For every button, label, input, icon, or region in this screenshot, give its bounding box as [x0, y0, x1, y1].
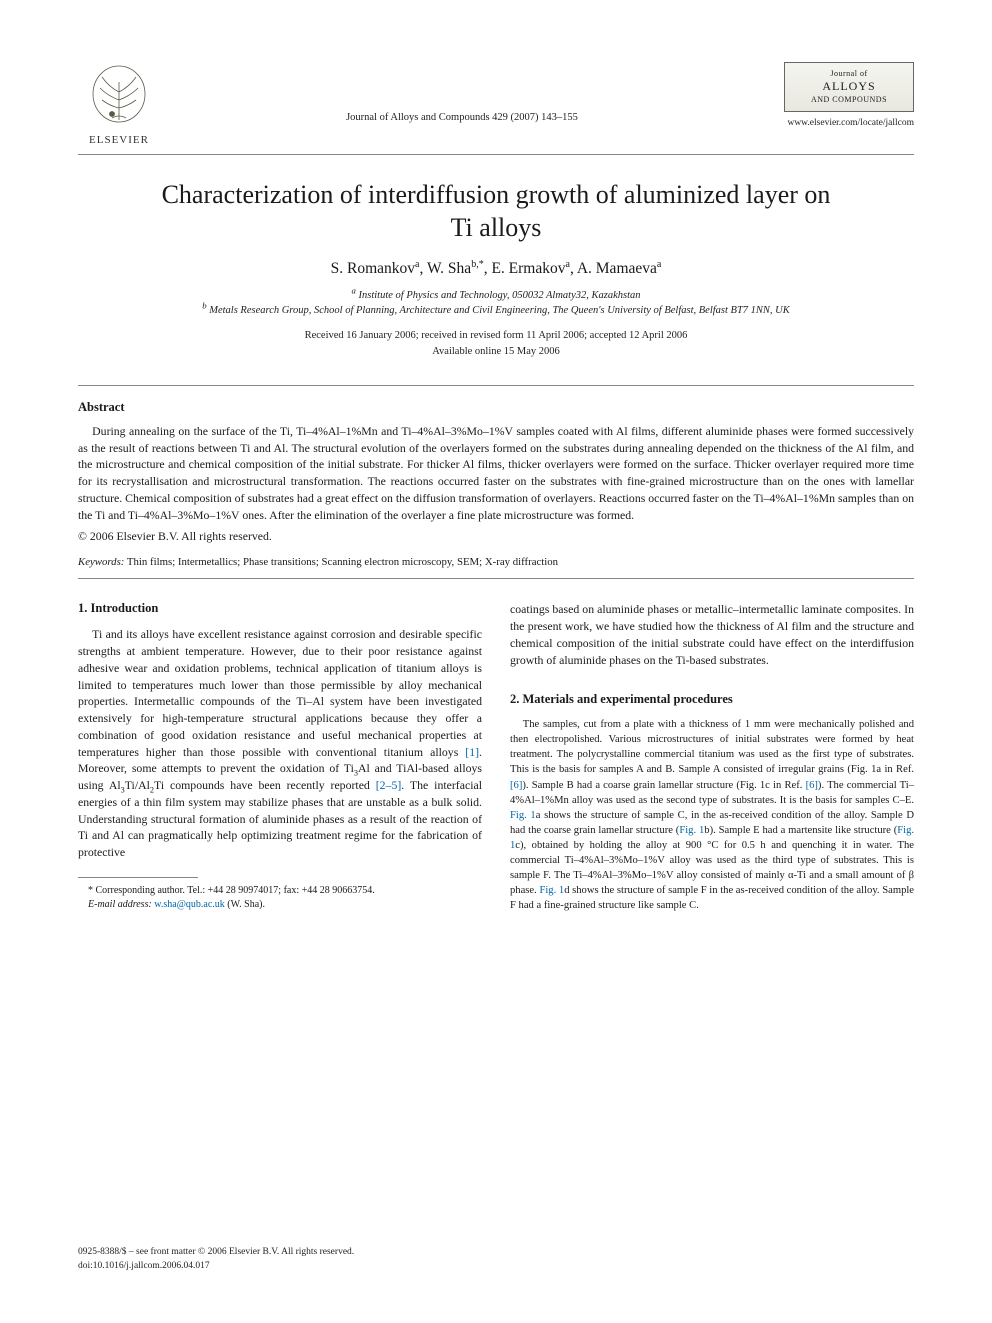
left-column: 1. Introduction Ti and its alloys have e…: [78, 601, 482, 912]
abstract-body: During annealing on the surface of the T…: [78, 423, 914, 524]
available-date: Available online 15 May 2006: [78, 344, 914, 359]
journal-logo-box: Journal of ALLOYS AND COMPOUNDS: [784, 62, 914, 112]
journal-logo-name: ALLOYS: [795, 79, 903, 95]
footer-line-2: doi:10.1016/j.jallcom.2006.04.017: [78, 1260, 354, 1273]
keywords-label: Keywords:: [78, 556, 124, 568]
journal-reference: Journal of Alloys and Compounds 429 (200…: [160, 62, 764, 123]
page-header: ELSEVIER Journal of Alloys and Compounds…: [78, 62, 914, 146]
right-column: coatings based on aluminide phases or me…: [510, 601, 914, 912]
page-footer: 0925-8388/$ – see front matter © 2006 El…: [78, 1246, 354, 1273]
intro-para-2: coatings based on aluminide phases or me…: [510, 601, 914, 668]
affiliations: a Institute of Physics and Technology, 0…: [78, 288, 914, 318]
experimental-heading: 2. Materials and experimental procedures: [510, 692, 914, 707]
header-rule-top: [78, 154, 914, 155]
footnote-corr: * Corresponding author. Tel.: +44 28 909…: [78, 884, 482, 898]
corresponding-author-note: * Corresponding author. Tel.: +44 28 909…: [78, 884, 482, 912]
body-columns: 1. Introduction Ti and its alloys have e…: [78, 601, 914, 912]
authors-list: S. Romankova, W. Shab,*, E. Ermakova, A.…: [78, 260, 914, 278]
abstract-top-rule: [78, 385, 914, 386]
journal-logo-block: Journal of ALLOYS AND COMPOUNDS www.else…: [764, 62, 914, 128]
abstract-bottom-rule: [78, 578, 914, 579]
footnote-email-line: E-mail address: w.sha@qub.ac.uk (W. Sha)…: [78, 898, 482, 912]
journal-url: www.elsevier.com/locate/jallcom: [787, 118, 914, 128]
experimental-para: The samples, cut from a plate with a thi…: [510, 717, 914, 912]
abstract-copyright: © 2006 Elsevier B.V. All rights reserved…: [78, 529, 914, 544]
header-rule-wrapper: [78, 154, 914, 155]
footnote-rule: [78, 877, 198, 878]
footer-line-1: 0925-8388/$ – see front matter © 2006 El…: [78, 1246, 354, 1259]
journal-logo-sub: AND COMPOUNDS: [795, 95, 903, 105]
footnote-email[interactable]: w.sha@qub.ac.uk: [154, 899, 225, 910]
footnote-email-suffix: (W. Sha).: [227, 899, 265, 910]
keywords-text: Thin films; Intermetallics; Phase transi…: [127, 556, 558, 568]
keywords-line: Keywords: Thin films; Intermetallics; Ph…: [78, 556, 914, 568]
footnote-email-label: E-mail address:: [88, 899, 152, 910]
article-title: Characterization of interdiffusion growt…: [158, 179, 834, 244]
intro-heading: 1. Introduction: [78, 601, 482, 616]
publisher-name: ELSEVIER: [89, 134, 149, 146]
journal-logo-pre: Journal of: [795, 69, 903, 79]
intro-para-1: Ti and its alloys have excellent resista…: [78, 626, 482, 861]
article-dates: Received 16 January 2006; received in re…: [78, 328, 914, 358]
affiliation-b: b Metals Research Group, School of Plann…: [78, 303, 914, 318]
received-date: Received 16 January 2006; received in re…: [78, 328, 914, 343]
publisher-logo: ELSEVIER: [78, 62, 160, 146]
abstract-heading: Abstract: [78, 400, 914, 415]
elsevier-tree-icon: [84, 62, 154, 132]
